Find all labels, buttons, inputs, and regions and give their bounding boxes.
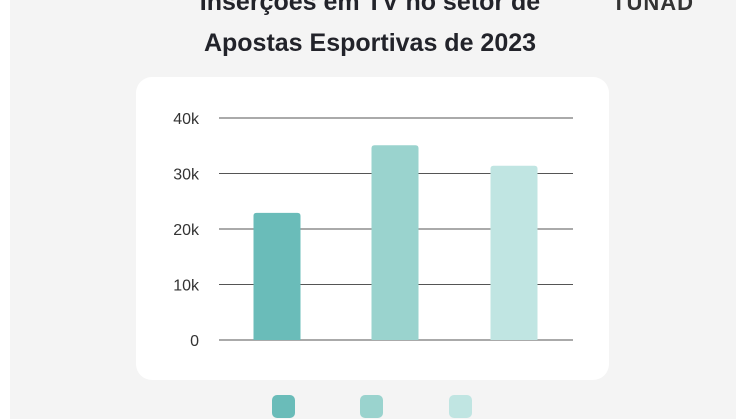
brand-logo: TUNAD bbox=[612, 0, 694, 15]
legend-swatch bbox=[272, 395, 295, 418]
bar bbox=[371, 145, 419, 340]
y-tick-label: 10k bbox=[173, 278, 200, 295]
y-tick-label: 30k bbox=[173, 167, 200, 184]
bar bbox=[490, 165, 538, 340]
y-tick-label: 0 bbox=[190, 333, 199, 350]
legend-swatch bbox=[449, 395, 472, 418]
legend-swatch bbox=[360, 395, 383, 418]
y-tick-label: 20k bbox=[173, 222, 200, 239]
y-tick-label: 40k bbox=[173, 111, 200, 128]
chart-title-line2: Apostas Esportivas de 2023 bbox=[203, 29, 537, 57]
chart-title-line1: Inserções em TV no setor de bbox=[199, 0, 541, 16]
bar bbox=[253, 212, 301, 340]
